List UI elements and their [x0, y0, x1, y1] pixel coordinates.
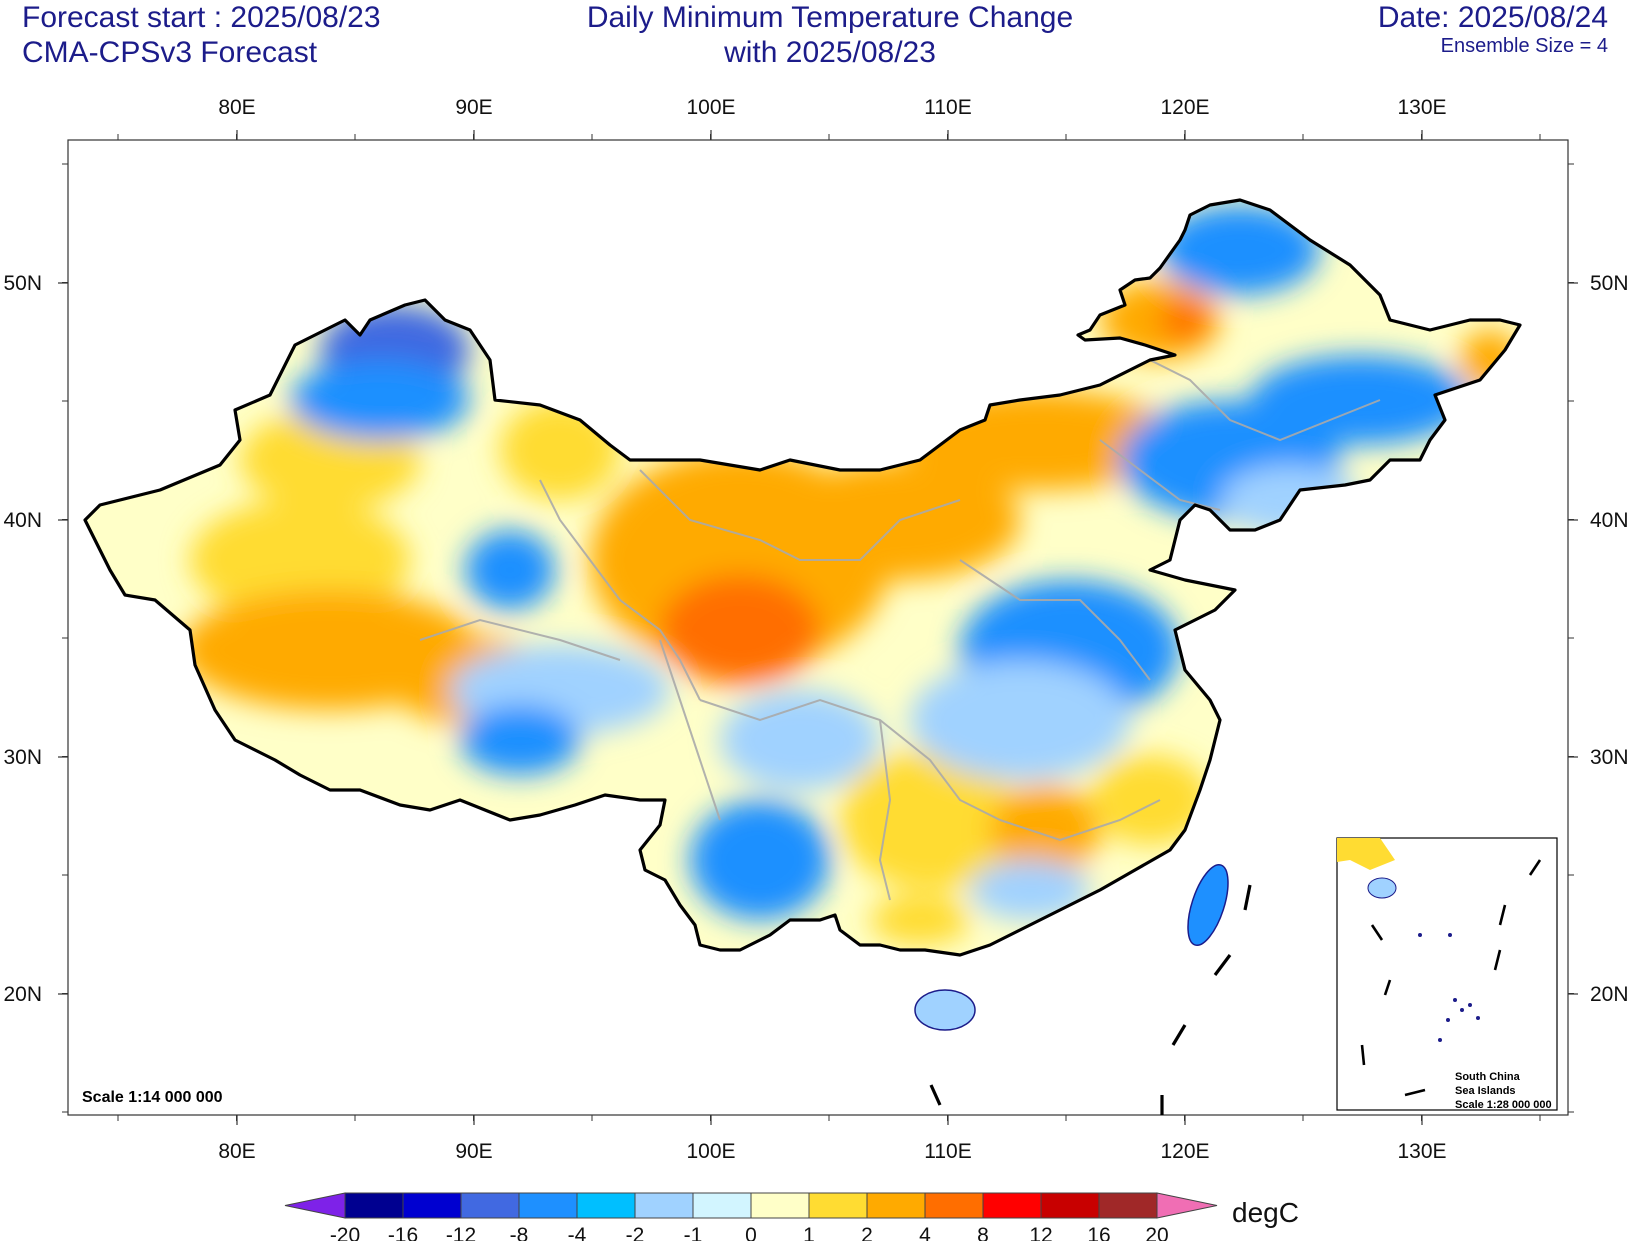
- colorbar-arrow-high: [1156, 1192, 1218, 1219]
- lon-label-bottom: 100E: [686, 1140, 735, 1163]
- china-boundary: [83, 198, 1522, 957]
- colorbar-tick-label: 1: [803, 1224, 815, 1241]
- lon-label-top: 120E: [1160, 96, 1209, 119]
- lon-label-bottom: 120E: [1160, 1140, 1209, 1163]
- lon-label-top: 100E: [686, 96, 735, 119]
- colorbar-swatch: [866, 1192, 926, 1219]
- lon-label-bottom: 80E: [218, 1140, 255, 1163]
- colorbar-swatch: [634, 1192, 694, 1219]
- colorbar-swatch: [1040, 1192, 1100, 1219]
- lat-label-left: 50N: [3, 272, 42, 295]
- colorbar-tick-label: 2: [861, 1224, 873, 1241]
- colorbar-swatch: [924, 1192, 984, 1219]
- colorbar-swatch: [692, 1192, 752, 1219]
- south-china-sea-dashes: [929, 884, 1252, 1115]
- colorbar-swatch: [344, 1192, 404, 1219]
- ensemble-size-label: Ensemble Size = 4: [1440, 35, 1608, 57]
- colorbar-swatch: [576, 1192, 636, 1219]
- colorbar-tick-label: 0: [745, 1224, 757, 1241]
- lon-label-top: 110E: [924, 96, 972, 119]
- colorbar-unit-label: degC: [1232, 1197, 1299, 1228]
- colorbar-tick-label: 16: [1087, 1224, 1110, 1241]
- longitude-labels-bottom: 80E 90E 100E 110E 120E 130E: [117, 1115, 1541, 1163]
- inset-label-line2: Sea Islands: [1455, 1085, 1516, 1097]
- latitude-labels-right: 50N 40N 30N 20N: [1568, 163, 1629, 1113]
- lon-label-top: 130E: [1397, 96, 1446, 119]
- colorbar-swatch: [402, 1192, 462, 1219]
- colorbar-swatch: [518, 1192, 578, 1219]
- lat-label-left: 20N: [3, 983, 42, 1006]
- inset-label-line1: South China: [1455, 1071, 1521, 1083]
- map-title: Daily Minimum Temperature Change with 20…: [480, 0, 1180, 70]
- lat-label-right: 20N: [1590, 983, 1629, 1006]
- colorbar-swatch: [982, 1192, 1042, 1219]
- lon-label-bottom: 130E: [1397, 1140, 1446, 1163]
- colorbar-arrow-low: [284, 1192, 346, 1219]
- lon-label-top: 80E: [218, 96, 255, 119]
- lat-label-left: 30N: [3, 746, 42, 769]
- lat-label-right: 50N: [1590, 272, 1629, 295]
- model-name-label: CMA-CPSv3 Forecast: [22, 36, 318, 69]
- colorbar-tick-label: -4: [568, 1224, 587, 1241]
- header-right: Date: 2025/08/24 Ensemble Size = 4: [1378, 0, 1608, 57]
- forecast-start-label: Forecast start : 2025/08/23: [22, 1, 381, 34]
- lat-label-right: 30N: [1590, 746, 1629, 769]
- colorbar-swatch: [808, 1192, 868, 1219]
- colorbar-tick-label: -20: [330, 1224, 360, 1241]
- colorbar-tick-label: 8: [977, 1224, 989, 1241]
- province-borders: [419, 359, 1381, 901]
- colorbar-tick-label: -1: [684, 1224, 703, 1241]
- header-left: Forecast start : 2025/08/23 CMA-CPSv3 Fo…: [22, 0, 381, 70]
- colorbar: -20 -16 -12 -8 -4 -2 -1 0 1 2 4 8 12 16 20: [284, 1192, 1218, 1241]
- colorbar-swatch: [750, 1192, 810, 1219]
- colorbar-tick-label: -8: [510, 1224, 529, 1241]
- lon-label-top: 90E: [455, 96, 492, 119]
- colorbar-tick-label: 20: [1145, 1224, 1168, 1241]
- colorbar-tick-label: -16: [388, 1224, 418, 1241]
- map-scale-label: Scale 1:14 000 000: [82, 1089, 223, 1106]
- title-line2: with 2025/08/23: [724, 36, 936, 69]
- colorbar-tick-label: -12: [446, 1224, 476, 1241]
- lon-label-bottom: 90E: [455, 1140, 492, 1163]
- colorbar-tick-label: 12: [1029, 1224, 1052, 1241]
- latitude-labels-left: 50N 40N 30N 20N: [3, 163, 68, 1113]
- lat-label-right: 40N: [1590, 509, 1629, 532]
- title-line1: Daily Minimum Temperature Change: [586, 1, 1074, 34]
- taiwan-island: [1187, 864, 1229, 946]
- hainan-island: [914, 989, 976, 1031]
- lon-label-bottom: 110E: [924, 1140, 972, 1163]
- lat-label-left: 40N: [3, 509, 42, 532]
- inset-scale-label: Scale 1:28 000 000: [1455, 1099, 1552, 1111]
- date-label: Date: 2025/08/24: [1377, 1, 1608, 34]
- colorbar-tick-label: 4: [919, 1224, 931, 1241]
- longitude-labels-top: 80E 90E 100E 110E 120E 130E: [117, 96, 1541, 140]
- colorbar-tick-label: -2: [626, 1224, 645, 1241]
- south-china-sea-inset: South China Sea Islands Scale 1:28 000 0…: [1336, 837, 1558, 1111]
- colorbar-swatch: [1098, 1192, 1158, 1219]
- colorbar-swatch: [460, 1192, 520, 1219]
